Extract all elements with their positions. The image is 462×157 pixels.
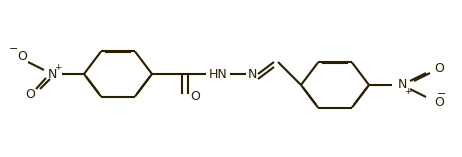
Text: N: N — [247, 68, 257, 81]
Text: N: N — [397, 78, 407, 92]
Text: +: + — [404, 87, 412, 97]
Text: O: O — [190, 89, 200, 103]
Text: O: O — [434, 95, 444, 108]
Text: −: − — [438, 89, 447, 99]
Text: +: + — [54, 62, 62, 71]
Text: HN: HN — [209, 68, 227, 81]
Text: −: − — [9, 44, 18, 54]
Text: O: O — [434, 62, 444, 76]
Text: O: O — [17, 51, 27, 63]
Text: N: N — [47, 68, 57, 81]
Text: O: O — [25, 87, 35, 100]
